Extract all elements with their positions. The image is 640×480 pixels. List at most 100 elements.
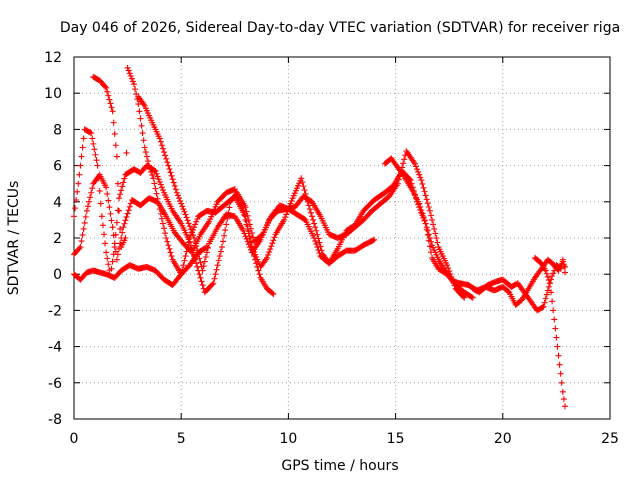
data-point bbox=[107, 273, 114, 280]
data-point bbox=[143, 153, 150, 160]
data-point bbox=[445, 265, 452, 272]
data-point bbox=[75, 180, 82, 187]
data-point bbox=[119, 183, 126, 190]
data-point bbox=[313, 241, 320, 248]
data-point bbox=[255, 267, 262, 274]
data-point bbox=[434, 239, 441, 246]
data-point bbox=[78, 238, 85, 245]
data-point bbox=[83, 207, 90, 214]
data-point bbox=[193, 243, 200, 250]
data-point bbox=[103, 249, 110, 256]
x-tick-label: 20 bbox=[494, 431, 512, 447]
data-point bbox=[108, 265, 115, 272]
y-tick-label: 4 bbox=[53, 195, 62, 211]
data-point bbox=[81, 219, 88, 226]
y-tick-label: 2 bbox=[53, 231, 62, 247]
data-point bbox=[215, 257, 222, 264]
data-point bbox=[91, 146, 98, 153]
data-point bbox=[246, 235, 253, 241]
data-point bbox=[560, 263, 567, 270]
data-point bbox=[269, 240, 276, 247]
data-point bbox=[113, 153, 120, 160]
data-point bbox=[153, 190, 160, 197]
data-point bbox=[167, 249, 174, 256]
data-point bbox=[127, 73, 134, 80]
data-point bbox=[433, 235, 440, 241]
data-point bbox=[222, 227, 229, 234]
y-tick-label: -6 bbox=[48, 376, 62, 392]
data-point bbox=[419, 210, 426, 217]
data-point bbox=[425, 204, 432, 211]
data-point bbox=[138, 122, 145, 129]
data-point bbox=[192, 239, 199, 246]
data-point bbox=[419, 180, 426, 187]
data-point bbox=[542, 295, 549, 302]
data-point bbox=[151, 167, 158, 174]
data-point bbox=[197, 259, 204, 266]
data-point bbox=[157, 138, 164, 145]
data-point bbox=[199, 282, 206, 289]
data-point bbox=[400, 160, 407, 167]
data-point bbox=[300, 183, 307, 190]
data-point bbox=[103, 84, 110, 91]
y-tick-label: -2 bbox=[48, 303, 62, 319]
data-point bbox=[561, 269, 568, 276]
data-point bbox=[135, 101, 142, 108]
data-point bbox=[191, 224, 198, 231]
data-point bbox=[431, 225, 438, 232]
data-point bbox=[282, 214, 289, 221]
data-point bbox=[553, 334, 560, 341]
data-point bbox=[168, 172, 175, 179]
data-point bbox=[150, 175, 157, 182]
data-point bbox=[444, 262, 451, 269]
data-point bbox=[314, 231, 321, 238]
data-point bbox=[119, 229, 126, 236]
data-point bbox=[202, 254, 209, 261]
data-point bbox=[79, 144, 86, 151]
data-point bbox=[426, 207, 433, 214]
data-point bbox=[181, 208, 188, 215]
data-point bbox=[244, 212, 251, 219]
data-point bbox=[412, 163, 419, 170]
data-point bbox=[161, 149, 168, 156]
data-point bbox=[122, 235, 129, 241]
data-point bbox=[269, 290, 276, 297]
data-point bbox=[311, 235, 318, 241]
data-point bbox=[415, 168, 422, 175]
data-point bbox=[121, 175, 128, 182]
data-point bbox=[432, 230, 439, 237]
data-point bbox=[248, 230, 255, 237]
data-point bbox=[203, 249, 210, 256]
data-point bbox=[549, 298, 556, 305]
data-point bbox=[111, 130, 118, 137]
data-point bbox=[559, 388, 566, 395]
data-point bbox=[154, 173, 161, 180]
data-point bbox=[165, 242, 172, 249]
y-tick-label: 8 bbox=[53, 122, 62, 138]
data-point bbox=[243, 235, 250, 242]
data-point bbox=[195, 251, 202, 258]
data-point bbox=[182, 211, 189, 218]
x-tick-label: 10 bbox=[279, 431, 297, 447]
data-point bbox=[186, 223, 193, 230]
data-point bbox=[188, 229, 195, 236]
data-point bbox=[86, 198, 93, 205]
data-point bbox=[162, 152, 169, 159]
data-point bbox=[317, 243, 324, 250]
data-point bbox=[422, 220, 429, 227]
data-point bbox=[270, 237, 277, 244]
data-point bbox=[544, 273, 551, 280]
y-axis-title: SDTVAR / TECUs bbox=[6, 181, 22, 296]
data-point bbox=[104, 190, 111, 197]
data-point bbox=[125, 67, 132, 74]
data-point bbox=[216, 253, 223, 260]
data-point bbox=[416, 171, 423, 178]
data-point bbox=[132, 86, 139, 93]
x-tick-label: 0 bbox=[70, 431, 79, 447]
data-point bbox=[157, 181, 164, 188]
data-point bbox=[171, 182, 178, 189]
data-point bbox=[155, 200, 162, 207]
data-point bbox=[176, 195, 183, 202]
data-point bbox=[158, 215, 165, 222]
data-point bbox=[129, 78, 136, 85]
